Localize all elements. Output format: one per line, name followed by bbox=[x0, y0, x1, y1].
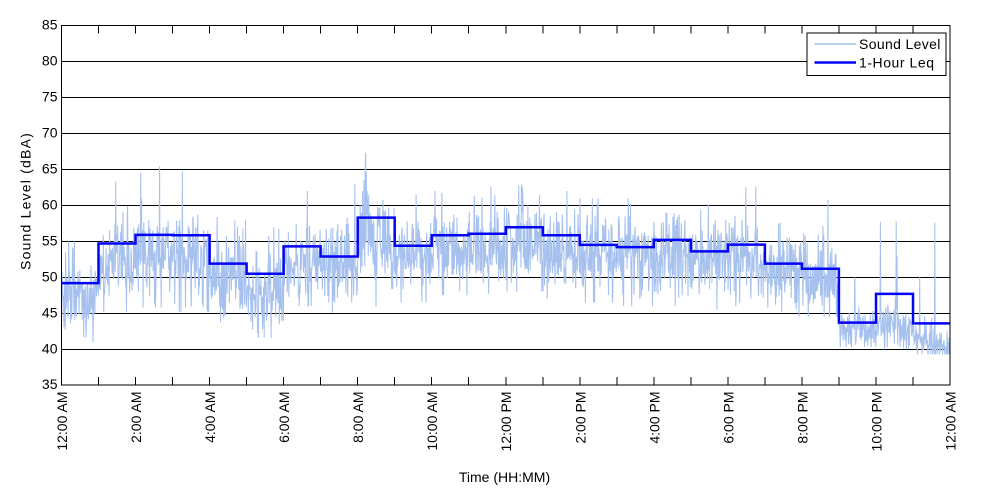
svg-text:70: 70 bbox=[42, 124, 58, 140]
svg-text:75: 75 bbox=[42, 88, 58, 104]
svg-text:2:00 PM: 2:00 PM bbox=[572, 392, 588, 444]
svg-text:8:00 PM: 8:00 PM bbox=[794, 392, 810, 444]
svg-text:12:00 AM: 12:00 AM bbox=[943, 392, 959, 451]
svg-text:8:00 AM: 8:00 AM bbox=[350, 392, 366, 443]
svg-text:4:00 PM: 4:00 PM bbox=[646, 392, 662, 444]
svg-text:85: 85 bbox=[42, 17, 58, 33]
svg-text:Time (HH:MM): Time (HH:MM) bbox=[459, 469, 550, 485]
svg-text:12:00 PM: 12:00 PM bbox=[498, 392, 514, 452]
svg-text:1-Hour Leq: 1-Hour Leq bbox=[859, 55, 935, 71]
svg-text:12:00 AM: 12:00 AM bbox=[54, 392, 70, 451]
svg-text:10:00 PM: 10:00 PM bbox=[869, 392, 885, 452]
svg-text:Sound Level (dBA): Sound Level (dBA) bbox=[18, 132, 34, 270]
svg-text:50: 50 bbox=[42, 268, 58, 284]
svg-text:80: 80 bbox=[42, 53, 58, 69]
svg-text:Sound Level: Sound Level bbox=[859, 36, 941, 52]
svg-text:65: 65 bbox=[42, 160, 58, 176]
svg-text:40: 40 bbox=[42, 340, 58, 356]
svg-text:2:00 AM: 2:00 AM bbox=[128, 392, 144, 443]
svg-text:55: 55 bbox=[42, 232, 58, 248]
svg-text:60: 60 bbox=[42, 196, 58, 212]
svg-text:45: 45 bbox=[42, 304, 58, 320]
svg-text:4:00 AM: 4:00 AM bbox=[202, 392, 218, 443]
svg-text:6:00 AM: 6:00 AM bbox=[276, 392, 292, 443]
svg-text:6:00 PM: 6:00 PM bbox=[720, 392, 736, 444]
svg-text:10:00 AM: 10:00 AM bbox=[424, 392, 440, 451]
svg-text:35: 35 bbox=[42, 376, 58, 392]
